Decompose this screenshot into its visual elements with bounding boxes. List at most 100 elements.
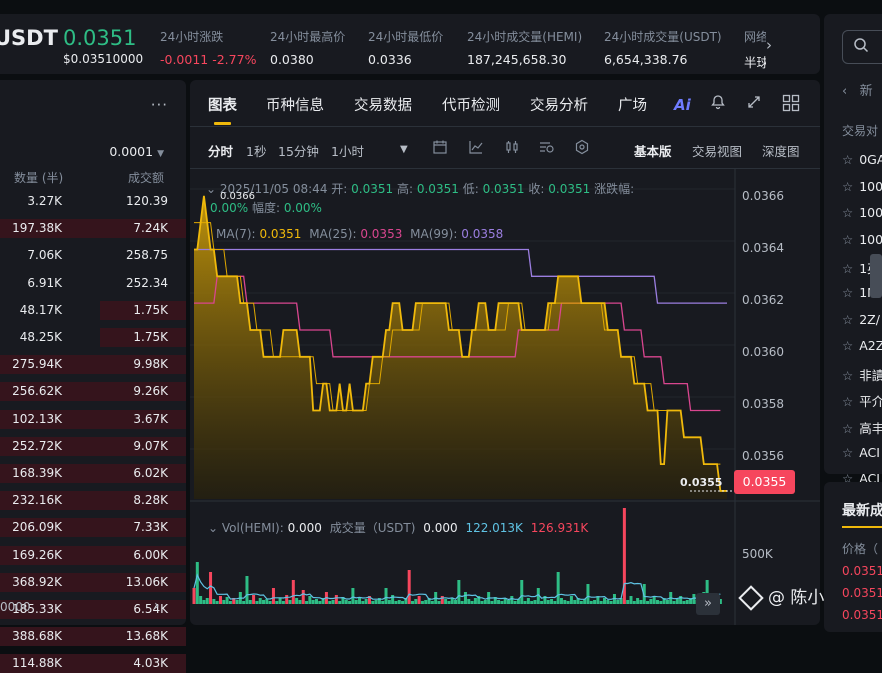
chevron-right-icon[interactable]: › — [766, 36, 772, 54]
order-book-row[interactable]: 388.68K 13.68K — [0, 626, 186, 647]
pair-list-item[interactable]: ☆ ACI — [842, 445, 880, 460]
collapse-caret-icon[interactable]: ⌄ — [208, 521, 219, 535]
view-depth[interactable]: 深度图 — [762, 144, 800, 159]
indicator-icon[interactable] — [538, 139, 556, 159]
order-book-row[interactable]: 48.17K 1.75K — [0, 300, 186, 320]
pair-list-item[interactable]: ☆ 0GA — [842, 152, 882, 167]
volume-bar — [298, 600, 302, 604]
double-chevron-icon[interactable]: » — [696, 593, 720, 615]
volume-bar — [559, 598, 563, 604]
view-basic[interactable]: 基本版 — [634, 144, 672, 159]
more-dots-icon[interactable]: ··· — [150, 96, 168, 114]
tab-square[interactable]: 广场 — [618, 98, 647, 114]
order-book-row[interactable]: 185.33K 6.54K — [0, 599, 186, 619]
star-icon[interactable]: ☆ — [842, 444, 854, 460]
precision-select[interactable]: 0.0001 ▼ — [109, 144, 164, 159]
star-icon[interactable]: ☆ — [842, 285, 854, 300]
order-book-row[interactable]: 114.88K 4.03K — [0, 653, 186, 673]
pair-name: A2Z — [859, 338, 882, 354]
volume-bar — [642, 584, 646, 604]
market-tabs[interactable]: ‹ 新 — [842, 80, 873, 99]
volume-bar — [401, 601, 405, 604]
candle-icon[interactable] — [504, 139, 520, 159]
star-icon[interactable]: ☆ — [842, 338, 854, 354]
order-book-row[interactable]: 102.13K 3.67K — [0, 409, 186, 429]
pair-list-item[interactable]: ☆ 100 — [842, 179, 882, 194]
row-quantity: 232.16K — [12, 493, 62, 508]
view-tradingview[interactable]: 交易视图 — [692, 144, 743, 159]
star-icon[interactable]: ☆ — [842, 311, 854, 327]
order-book-row[interactable]: 48.25K 1.75K — [0, 327, 186, 347]
star-icon[interactable]: ☆ — [842, 471, 854, 487]
volume-bar — [569, 596, 573, 604]
star-icon[interactable]: ☆ — [842, 152, 854, 167]
scrollbar[interactable] — [870, 254, 882, 298]
market-tab-new[interactable]: 新 — [859, 84, 873, 99]
volume-bar — [629, 596, 633, 604]
row-quantity: 6.91K — [27, 275, 62, 290]
caret-down-icon[interactable]: ▼ — [400, 144, 408, 155]
tab-trade-data[interactable]: 交易数据 — [354, 98, 412, 114]
pair-list-item[interactable]: ☆ 平介 — [842, 391, 882, 410]
tab-trade-analysis[interactable]: 交易分析 — [530, 98, 588, 114]
chevron-right-icon[interactable]: › — [154, 598, 160, 614]
timeframe-15m[interactable]: 15分钟 — [278, 144, 319, 159]
order-book-row[interactable]: 168.39K 6.02K — [0, 463, 186, 483]
tab-token-check[interactable]: 代币检测 — [442, 98, 500, 114]
latest-trades-title[interactable]: 最新成 — [842, 503, 882, 519]
star-icon[interactable]: ☆ — [842, 205, 854, 221]
star-icon[interactable]: ☆ — [842, 367, 854, 383]
star-icon[interactable]: ☆ — [842, 394, 854, 410]
order-book-row[interactable]: 275.94K 9.98K — [0, 354, 186, 375]
timeframe-1h[interactable]: 1小时 — [331, 144, 364, 159]
vol-usdt-label: 成交量（USDT) — [329, 521, 416, 535]
calendar-icon[interactable] — [432, 139, 448, 159]
tab-coin-info[interactable]: 币种信息 — [266, 98, 324, 114]
order-book-row[interactable]: 6.91K 252.34 — [0, 273, 186, 293]
stat-value: 半球 — [744, 55, 766, 70]
ai-icon[interactable]: Ai — [674, 96, 691, 114]
pair-list-item[interactable]: ☆ 100 — [842, 232, 882, 247]
pair-list-item[interactable]: ☆ A2Z — [842, 338, 882, 353]
bell-icon[interactable] — [710, 94, 726, 114]
grid-icon[interactable] — [782, 94, 800, 116]
order-book-row[interactable]: 256.62K 9.26K — [0, 381, 186, 402]
star-icon[interactable]: ☆ — [842, 421, 854, 436]
pair-list-item[interactable]: ☆ 2Z/ — [842, 312, 880, 327]
order-book-row[interactable]: 197.38K 7.24K — [0, 218, 186, 239]
tab-chart[interactable]: 图表 — [208, 98, 237, 114]
order-book-row[interactable]: 169.26K 6.00K — [0, 545, 186, 565]
ohlc-date: 2025/11/05 08:44 — [219, 182, 328, 196]
volume-bar — [301, 590, 305, 604]
star-icon[interactable]: ☆ — [842, 178, 854, 194]
timeframe-line[interactable]: 分时 — [208, 144, 234, 159]
pair-symbol[interactable]: USDT — [0, 26, 58, 50]
volume-bar — [636, 598, 640, 604]
pair-name: 0GA — [859, 152, 882, 167]
search-input[interactable] — [842, 30, 882, 64]
order-book-row[interactable]: 368.92K 13.06K — [0, 572, 186, 592]
timeframe-1s[interactable]: 1秒 — [246, 144, 267, 159]
order-book-row[interactable]: 7.06K 258.75 — [0, 245, 186, 265]
expand-icon[interactable] — [746, 94, 762, 114]
price-chart[interactable] — [190, 169, 820, 625]
row-total: 9.26K — [133, 384, 168, 399]
volume-bar — [311, 600, 315, 604]
order-book-row[interactable]: 232.16K 8.28K — [0, 490, 186, 511]
depth-bar — [0, 600, 186, 619]
pair-list-item[interactable]: ☆ 高丰 — [842, 418, 882, 437]
star-icon[interactable]: ☆ — [842, 231, 854, 247]
star-icon[interactable]: ☆ — [842, 261, 854, 277]
pair-list-item[interactable]: ☆ 非讀 — [842, 365, 882, 384]
line-chart-icon[interactable] — [468, 139, 484, 159]
collapse-caret-icon[interactable]: ⌄ — [206, 182, 217, 196]
chevron-left-icon[interactable]: ‹ — [842, 84, 848, 99]
order-book-row[interactable]: 252.72K 9.07K — [0, 436, 186, 456]
header-total: 成交额 — [128, 171, 165, 185]
order-book-row[interactable]: 206.09K 7.33K — [0, 517, 186, 538]
pair-name: ACI — [859, 444, 880, 460]
pair-list-item[interactable]: ☆ 100 — [842, 205, 882, 220]
order-book-row[interactable]: 3.27K 120.39 — [0, 191, 186, 211]
settings-icon[interactable] — [574, 139, 590, 159]
volume-bar — [689, 598, 693, 604]
